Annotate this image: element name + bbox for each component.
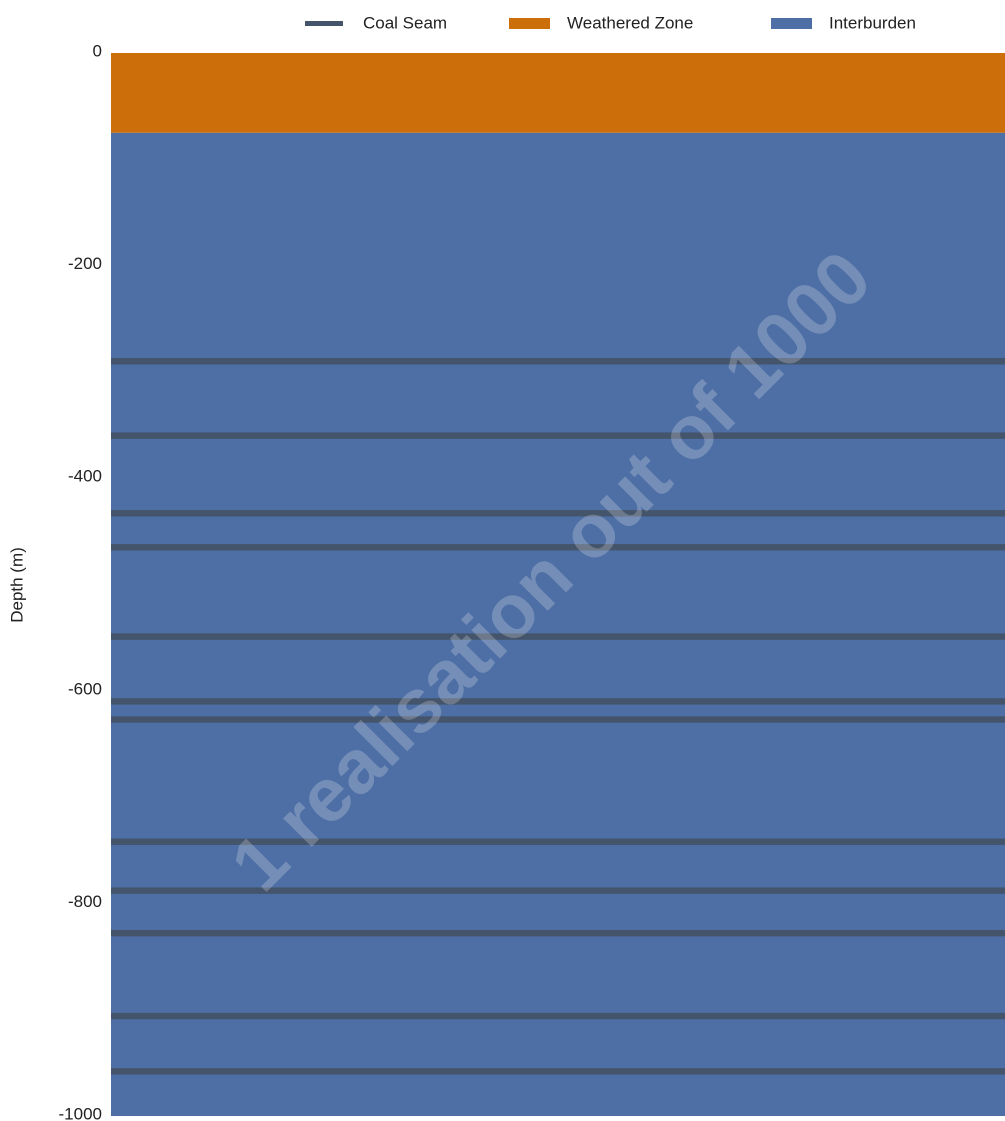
coal-seam <box>111 1068 1005 1075</box>
coal-seam <box>111 716 1005 723</box>
coal-seam <box>111 544 1005 551</box>
coal-seam <box>111 698 1005 705</box>
legend-swatch <box>509 18 550 29</box>
interburden <box>111 132 1005 1117</box>
legend-swatch <box>305 21 343 26</box>
coal-seam <box>111 510 1005 517</box>
legend-label: Interburden <box>829 13 916 32</box>
coal-seam <box>111 838 1005 845</box>
coal-seam <box>111 633 1005 640</box>
coal-seam <box>111 887 1005 894</box>
y-tick-label: -600 <box>68 679 102 698</box>
y-tick-label: -400 <box>68 467 102 486</box>
plot-area <box>111 53 1005 1117</box>
legend-label: Weathered Zone <box>567 13 693 32</box>
coal-seam <box>111 432 1005 439</box>
legend-swatch <box>771 18 812 29</box>
coal-seam <box>111 1012 1005 1020</box>
y-tick-label: 0 <box>93 41 102 60</box>
y-tick-label: -800 <box>68 892 102 911</box>
coal-seam <box>111 358 1005 365</box>
weathered-zone <box>111 53 1005 133</box>
coal-seam <box>111 929 1005 937</box>
legend-label: Coal Seam <box>363 13 447 32</box>
y-tick-label: -1000 <box>59 1104 102 1121</box>
y-axis-label: Depth (m) <box>7 547 26 623</box>
y-tick-label: -200 <box>68 254 102 273</box>
